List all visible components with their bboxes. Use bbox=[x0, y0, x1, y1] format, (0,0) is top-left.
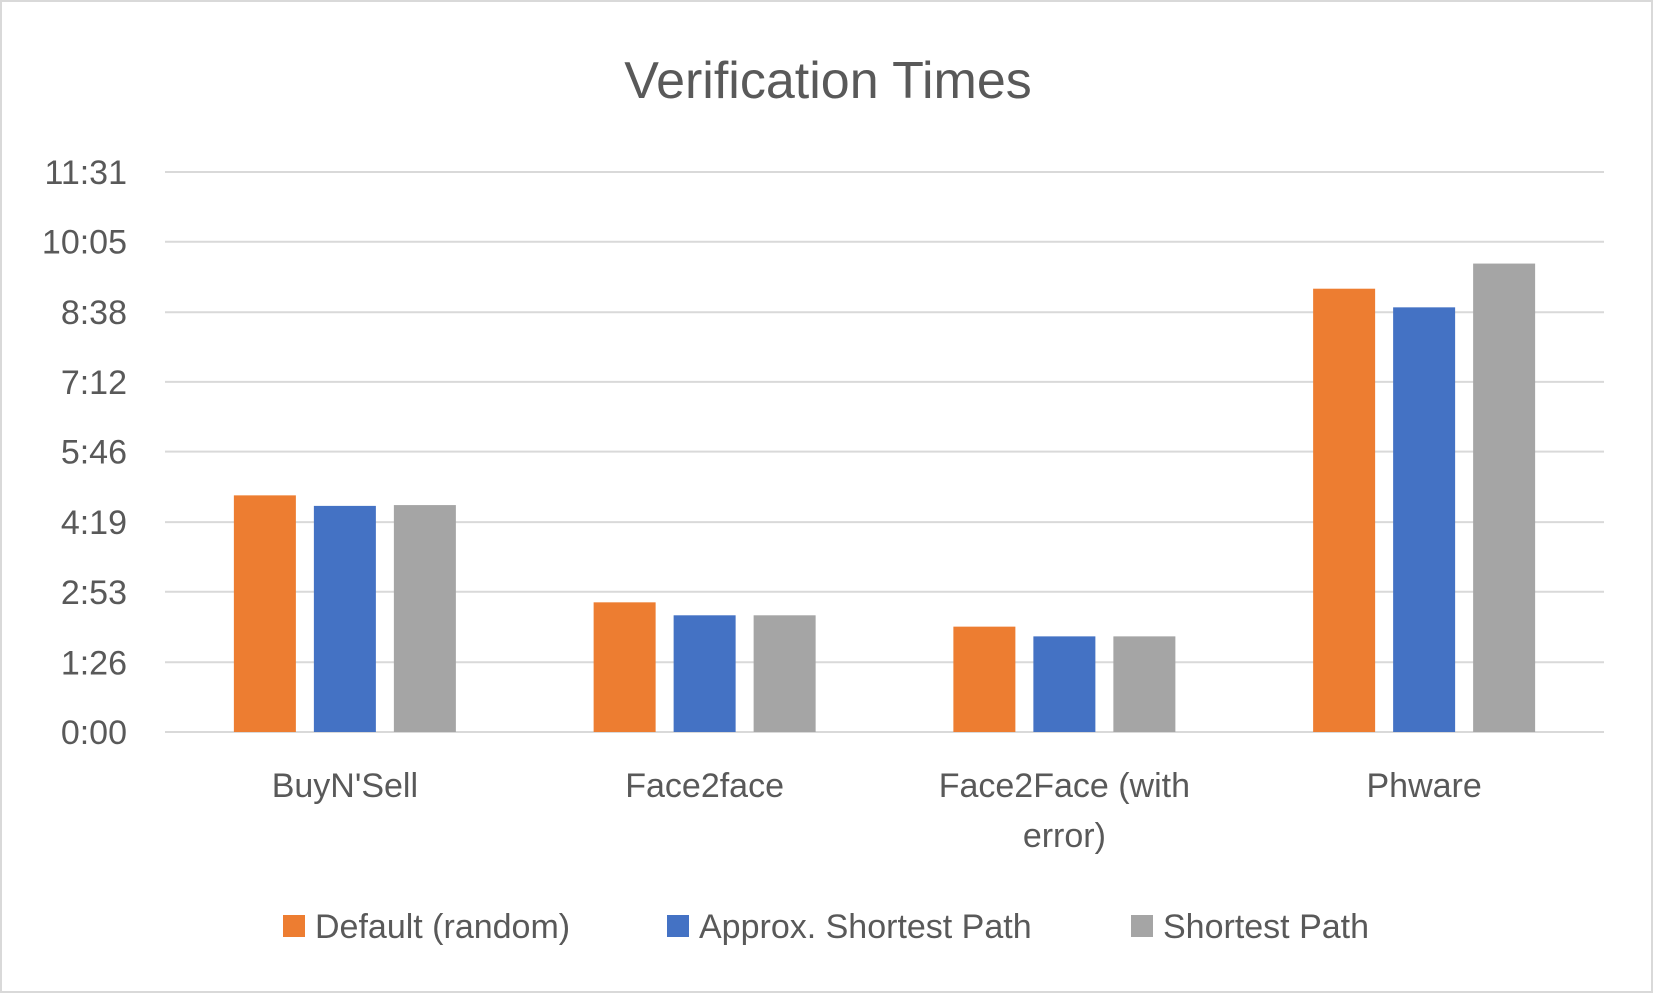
legend-label: Shortest Path bbox=[1163, 908, 1369, 946]
y-tick-label: 5:46 bbox=[61, 434, 127, 472]
y-tick-label: 2:53 bbox=[61, 574, 127, 612]
bar bbox=[1033, 636, 1096, 732]
y-tick-label: 4:19 bbox=[61, 504, 127, 542]
chart-title: Verification Times bbox=[624, 52, 1032, 110]
legend-swatch bbox=[1131, 915, 1153, 937]
bar bbox=[753, 615, 816, 732]
y-tick-label: 11:31 bbox=[44, 154, 127, 192]
y-tick-label: 1:26 bbox=[61, 644, 127, 682]
x-category-label: Face2Face (with bbox=[939, 767, 1190, 805]
x-category-label: Face2face bbox=[625, 767, 784, 805]
legend: Default (random) Approx. Shortest Path Sho… bbox=[283, 908, 1369, 946]
y-tick-label: 8:38 bbox=[61, 294, 127, 332]
bar bbox=[313, 505, 376, 732]
gridlines bbox=[165, 171, 1604, 733]
bar bbox=[1313, 288, 1376, 732]
legend-swatch bbox=[283, 915, 305, 937]
bar bbox=[233, 495, 296, 732]
bar bbox=[953, 626, 1016, 732]
bar bbox=[1113, 636, 1176, 732]
bars bbox=[233, 263, 1536, 732]
bar bbox=[393, 505, 456, 732]
bar bbox=[1473, 263, 1536, 732]
y-tick-label: 7:12 bbox=[61, 364, 127, 402]
x-category-label: Phware bbox=[1366, 767, 1481, 805]
y-tick-label: 0:00 bbox=[61, 714, 127, 752]
legend-label: Approx. Shortest Path bbox=[699, 908, 1032, 946]
x-category-label: error) bbox=[1023, 817, 1106, 855]
bar bbox=[1393, 307, 1456, 732]
legend-label: Default (random) bbox=[315, 908, 570, 946]
bar bbox=[673, 615, 736, 732]
x-category-label: BuyN'Sell bbox=[272, 767, 418, 805]
x-axis-categories: BuyN'Sell Face2face Face2Face (with error) P… bbox=[272, 767, 1482, 855]
y-axis-ticks: 0:00 1:26 2:53 4:19 5:46 7:12 8:38 10:05 11:31 bbox=[42, 154, 127, 752]
legend-swatch bbox=[667, 915, 689, 937]
y-tick-label: 10:05 bbox=[42, 224, 127, 262]
bar bbox=[593, 602, 656, 732]
